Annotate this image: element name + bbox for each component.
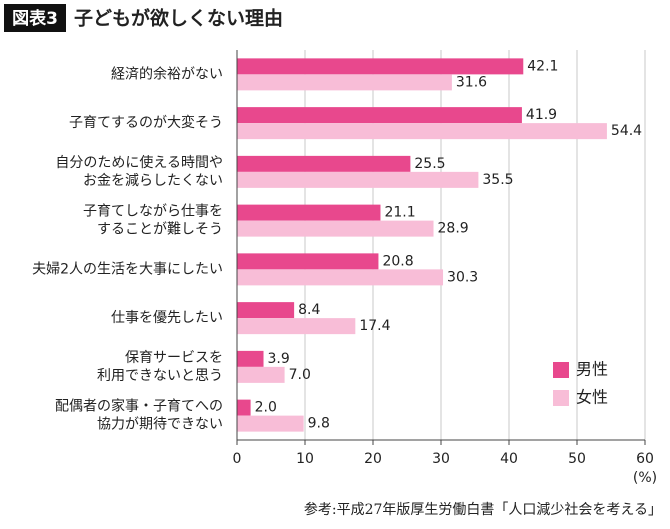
bar [237,415,304,432]
bar [237,318,356,335]
value-label: 25.5 [414,156,445,172]
bar [237,269,444,286]
x-tick-label: 40 [500,451,518,467]
value-label: 9.8 [308,416,330,432]
y-tick-label: 保育サービスを利用できないと思う [97,350,223,384]
bar [237,107,522,124]
value-label: 21.1 [384,205,415,221]
value-label: 35.5 [482,172,513,188]
x-tick-label: 20 [364,451,382,467]
source: 参考:平成27年版厚生労働白書「人口減少社会を考える」 [304,501,662,518]
bar [237,302,295,319]
x-unit: (%) [633,470,657,486]
y-tick-label: 子育てしながら仕事をすることが難しそう [83,204,223,238]
value-label: 8.4 [298,302,320,318]
value-label: 31.6 [456,74,487,90]
value-label: 30.3 [447,269,478,285]
y-tick-label: 仕事を優先したい [111,310,223,326]
value-label: 54.4 [611,123,642,139]
value-label: 42.1 [527,58,558,74]
bar [237,74,452,91]
bar [237,171,479,188]
x-tick-label: 50 [568,451,586,467]
y-tick-label: 自分のために使える時間やお金を減らしたくない [55,154,223,189]
y-tick-label: 配偶者の家事・子育てへの協力が期待できない [55,398,223,433]
bar [237,399,251,416]
legend-label: 男性 [576,360,608,379]
bar [237,204,381,221]
bar [237,253,379,270]
value-label: 2.0 [255,400,277,416]
value-label: 20.8 [382,253,413,269]
value-label: 28.9 [438,221,469,237]
bar [237,155,411,172]
x-tick-label: 10 [296,451,314,467]
legend-swatch [553,390,569,406]
bar [237,123,607,140]
bar [237,58,524,75]
badge: 図表3 [12,8,58,29]
y-tick-label: 夫婦2人の生活を大事にしたい [32,260,223,277]
x-tick-label: 60 [636,451,654,467]
chart-title: 子どもが欲しくない理由 [74,7,283,30]
bar [237,220,434,237]
bar [237,366,285,383]
badge-box [4,4,66,32]
x-tick-label: 0 [233,451,242,467]
x-tick-label: 30 [432,451,450,467]
value-label: 41.9 [526,107,557,123]
value-label: 3.9 [268,351,290,367]
value-label: 17.4 [359,318,390,334]
bar [237,350,264,367]
legend-label: 女性 [576,388,608,407]
legend-swatch [553,362,569,378]
y-tick-label: 経済的余裕がない [111,65,223,82]
value-label: 7.0 [289,367,311,383]
y-tick-label: 子育てするのが大変そう [69,114,223,131]
